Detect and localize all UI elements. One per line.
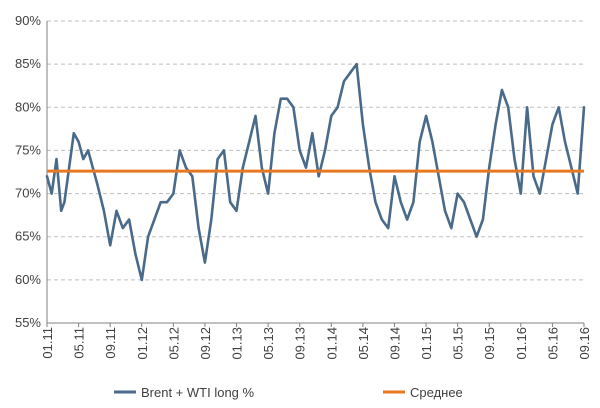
axes (46, 21, 585, 327)
y-tick-label: 60% (15, 272, 41, 287)
y-tick-label: 90% (15, 13, 41, 28)
series-line-brent-wti (45, 62, 586, 282)
x-tick-label: 01.11 (40, 327, 55, 359)
x-tick-label: 09.15 (482, 327, 497, 360)
y-tick-label: 85% (15, 56, 41, 71)
series-lines (45, 62, 586, 282)
x-tick-label: 05.11 (72, 327, 87, 359)
x-tick-label: 09.12 (198, 327, 213, 360)
x-tick-label: 05.13 (261, 327, 276, 360)
x-tick-labels: 01.11 05.11 09.11 01.12 05.12 09.12 01.13 05.13… (40, 327, 592, 360)
x-tick-label: 01.13 (230, 327, 245, 360)
x-tick-label: 01.12 (135, 327, 150, 360)
y-tick-label: 65% (15, 229, 41, 244)
x-tick-label: 05.15 (451, 327, 466, 360)
x-tick-label: 01.14 (324, 327, 339, 360)
y-tick-label: 75% (15, 142, 41, 157)
legend: Brent + WTI long % Среднее (114, 385, 463, 400)
x-tick-label: 05.14 (356, 327, 371, 360)
y-tick-labels: 55% 60% 65% 70% 75% 80% 85% 90% (15, 13, 41, 330)
x-tick-label: 01.15 (419, 327, 434, 360)
x-tick-label: 09.16 (577, 327, 592, 360)
y-tick-label: 70% (15, 186, 41, 201)
legend-label-average: Среднее (410, 385, 463, 400)
x-tick-label: 09.11 (103, 327, 118, 359)
x-tick-label: 01.16 (514, 327, 529, 360)
y-tick-label: 55% (15, 315, 41, 330)
x-tick-label: 05.12 (166, 327, 181, 360)
x-tick-label: 05.16 (545, 327, 560, 360)
x-tick-label: 09.13 (293, 327, 308, 360)
x-tick-label: 09.14 (387, 327, 402, 360)
legend-label-brent-wti: Brent + WTI long % (141, 385, 255, 400)
y-tick-label: 80% (15, 99, 41, 114)
